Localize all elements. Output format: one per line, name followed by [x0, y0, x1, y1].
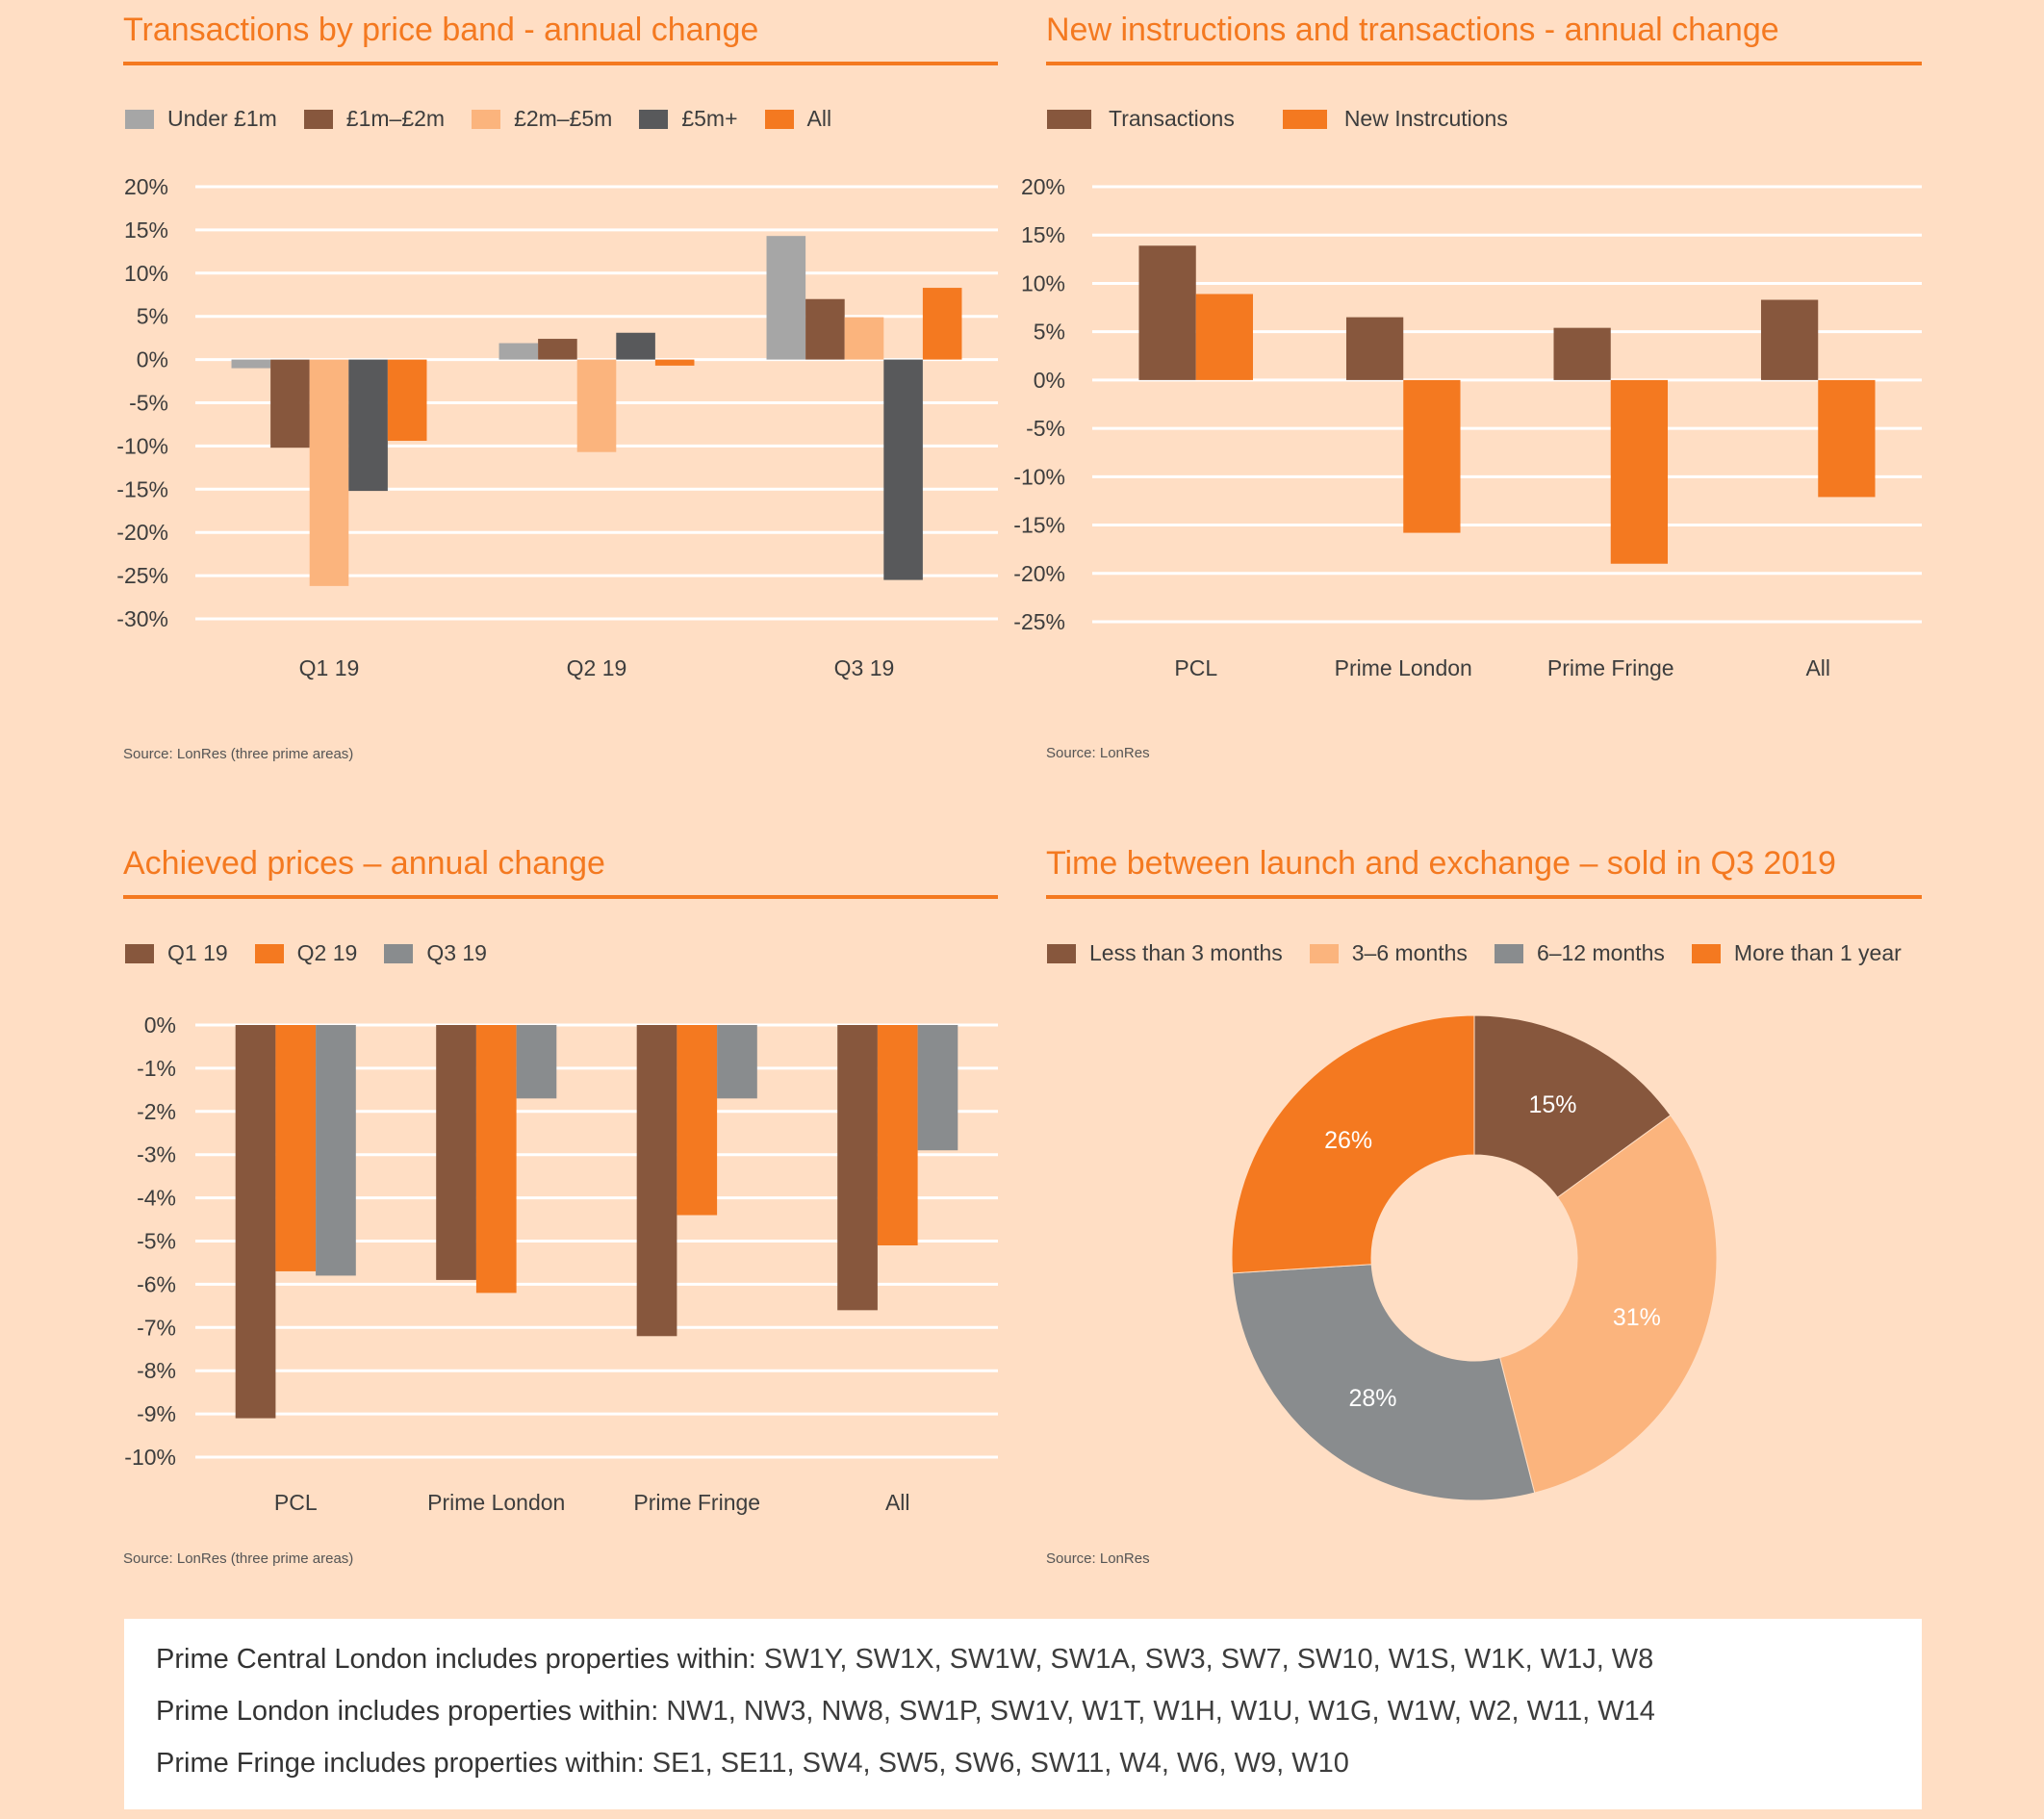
slice-3-6-months	[1499, 1114, 1718, 1494]
legend-swatch	[1691, 943, 1721, 963]
slice-label: 31%	[1613, 1304, 1661, 1331]
legend-label: Transactions	[1109, 106, 1235, 131]
legend-label: All	[806, 106, 832, 131]
legend-swatch	[1309, 943, 1339, 963]
legend-item-1m-2m: £1m–£2m	[303, 106, 446, 132]
chart-title-instructions-transactions: New instructions and transactions - annu…	[1046, 12, 1779, 48]
title-rule	[123, 895, 998, 899]
legend-label: Q2 19	[296, 940, 358, 965]
legend-swatch	[125, 943, 154, 963]
slice-label: 26%	[1324, 1127, 1372, 1154]
legend-swatch	[472, 109, 501, 129]
slice-label: 28%	[1348, 1385, 1396, 1412]
legend-label: 6–12 months	[1536, 940, 1665, 965]
legend-item-new-instrcutions: New Instrcutions	[1282, 106, 1508, 132]
slice-label: 15%	[1528, 1091, 1576, 1118]
legend-label: £1m–£2m	[345, 106, 446, 131]
legend-item-less-than-3-months: Less than 3 months	[1047, 940, 1283, 966]
footer-label: Prime Fringe includes properties within:	[156, 1748, 645, 1779]
postcode-definitions-box: Prime Central London includes properties…	[124, 1619, 1922, 1809]
legend-swatch	[1282, 109, 1327, 129]
legend: Under £1m £1m–£2m £2m–£5m £5m+ All	[125, 106, 858, 132]
chart-title-time-launch-exchange: Time between launch and exchange – sold …	[1046, 845, 1836, 882]
legend-item-6-12-months: 6–12 months	[1494, 940, 1665, 966]
source-note: Source: LonRes (three prime areas)	[123, 1550, 354, 1567]
title-rule	[1046, 62, 1922, 65]
chart-title-transactions-price-band: Transactions by price band - annual chan…	[123, 12, 759, 48]
footer-line-pcl: Prime Central London includes properties…	[156, 1644, 1653, 1676]
title-rule	[123, 62, 998, 65]
legend: Q1 19 Q2 19 Q3 19	[125, 940, 514, 966]
footer-value: SE1, SE11, SW4, SW5, SW6, SW11, W4, W6, …	[644, 1748, 1349, 1779]
legend-label: £5m+	[681, 106, 738, 131]
legend-item-all: All	[764, 106, 832, 132]
slice-less-than-3-months	[1473, 1014, 1672, 1198]
legend-item-transactions: Transactions	[1047, 106, 1235, 132]
legend-item-5m: £5m+	[639, 106, 738, 132]
legend-item-q3-19: Q3 19	[384, 940, 487, 966]
footer-label: Prime Central London includes properties…	[156, 1644, 756, 1675]
legend: Less than 3 months 3–6 months 6–12 months M…	[1047, 940, 1929, 966]
legend-label: Q3 19	[426, 940, 487, 965]
legend: Transactions New Instrcutions	[1047, 106, 1556, 132]
slice-more-than-1-year	[1231, 1014, 1475, 1274]
legend-swatch	[639, 109, 669, 129]
legend-label: £2m–£5m	[514, 106, 613, 131]
legend-label: New Instrcutions	[1343, 106, 1508, 131]
legend-item-3-6-months: 3–6 months	[1309, 940, 1468, 966]
legend-swatch	[1047, 109, 1091, 129]
legend-swatch	[764, 109, 794, 129]
chart-title-achieved-prices: Achieved prices – annual change	[123, 845, 605, 882]
legend-swatch	[1047, 943, 1076, 963]
legend-swatch	[125, 109, 154, 129]
legend-item-under-1m: Under £1m	[125, 106, 277, 132]
footer-value: SW1Y, SW1X, SW1W, SW1A, SW3, SW7, SW10, …	[755, 1644, 1654, 1675]
slice-6-12-months	[1231, 1264, 1536, 1501]
legend-label: 3–6 months	[1351, 940, 1468, 965]
legend-label: Less than 3 months	[1089, 940, 1283, 965]
legend-item-more-than-1-year: More than 1 year	[1691, 940, 1902, 966]
legend-item-2m-5m: £2m–£5m	[472, 106, 612, 132]
title-rule	[1046, 895, 1922, 899]
footer-line-prime-fringe: Prime Fringe includes properties within:…	[156, 1748, 1349, 1780]
footer-line-prime-london: Prime London includes properties within:…	[156, 1696, 1655, 1728]
legend-swatch	[254, 943, 284, 963]
legend-swatch	[384, 943, 414, 963]
source-note: Source: LonRes	[1046, 745, 1150, 761]
legend-label: Q1 19	[167, 940, 228, 965]
legend-item-q2-19: Q2 19	[254, 940, 358, 966]
legend-item-q1-19: Q1 19	[125, 940, 228, 966]
legend-swatch	[303, 109, 333, 129]
footer-label: Prime London includes properties within:	[156, 1696, 659, 1727]
legend-label: Under £1m	[167, 106, 277, 131]
source-note: Source: LonRes (three prime areas)	[123, 746, 354, 762]
source-note: Source: LonRes	[1046, 1550, 1150, 1567]
legend-swatch	[1494, 943, 1523, 963]
legend-label: More than 1 year	[1733, 940, 1902, 965]
footer-value: NW1, NW3, NW8, SW1P, SW1V, W1T, W1H, W1U…	[658, 1696, 1655, 1727]
